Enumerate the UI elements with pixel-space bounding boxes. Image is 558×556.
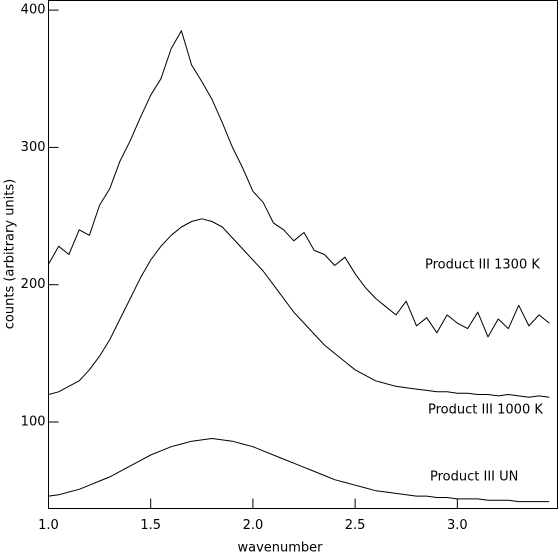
y-tick-label: 100 (21, 415, 46, 430)
y-tick-label: 300 (21, 140, 46, 155)
series-label: Product III 1000 K (428, 403, 543, 418)
x-axis-label: wavenumber (237, 541, 323, 556)
series-label: Product III 1300 K (425, 258, 540, 273)
y-tick-label: 400 (21, 3, 46, 18)
y-axis-label: counts (arbitrary units) (3, 179, 18, 329)
series-label: Product III UN (430, 470, 518, 485)
x-tick-label: 2.5 (345, 518, 366, 533)
x-tick-label: 2.0 (243, 518, 264, 533)
x-tick-label: 1.5 (140, 518, 161, 533)
x-tick-label: 3.0 (447, 518, 468, 533)
series-line (48, 218, 550, 398)
series-line (48, 30, 550, 338)
y-tick-label: 200 (21, 277, 46, 292)
plot-frame (48, 0, 558, 509)
series-line (48, 438, 550, 503)
x-tick-label: 1.0 (38, 518, 59, 533)
